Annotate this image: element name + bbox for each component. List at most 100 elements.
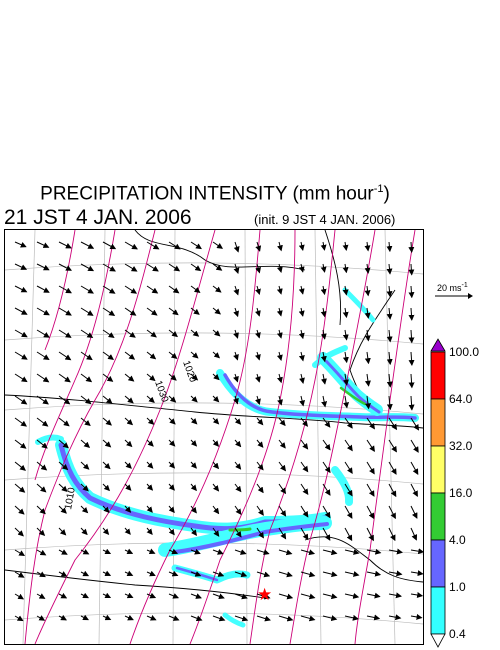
wind-arrow bbox=[298, 307, 305, 317]
wind-arrow bbox=[234, 615, 249, 622]
colorbar-segment-16-32 bbox=[430, 445, 446, 494]
wind-arrow bbox=[14, 285, 28, 293]
wind-arrow bbox=[344, 614, 359, 621]
wind-arrow bbox=[233, 395, 239, 405]
wind-arrow bbox=[212, 241, 224, 249]
wind-arrow bbox=[364, 329, 371, 342]
wind-arrow bbox=[410, 570, 423, 577]
wind-arrow bbox=[322, 439, 331, 451]
wind-arrow bbox=[190, 241, 202, 250]
wind-arrow bbox=[212, 307, 221, 315]
wind-arrow bbox=[300, 527, 309, 541]
wind-arrow bbox=[102, 570, 112, 577]
isobar-label-1010: 1010 bbox=[63, 486, 78, 510]
wind-arrow bbox=[146, 548, 156, 555]
wind-arrow bbox=[234, 549, 247, 555]
wind-arrow bbox=[408, 241, 415, 253]
wind-arrow bbox=[300, 549, 316, 556]
wind-arrow bbox=[168, 548, 179, 555]
wind-arrow bbox=[342, 263, 349, 274]
wind-arrow bbox=[124, 285, 138, 294]
wind-arrow bbox=[388, 570, 403, 577]
wind-arrow bbox=[80, 373, 93, 383]
wind-arrow bbox=[300, 615, 316, 622]
wind-arrow bbox=[212, 439, 220, 447]
wind-arrow bbox=[58, 307, 72, 316]
wind-arrow bbox=[386, 395, 393, 411]
wind-arrow bbox=[320, 263, 327, 273]
wind-arrow bbox=[58, 505, 67, 514]
wind-arrow bbox=[366, 461, 375, 475]
wind-arrow bbox=[388, 548, 403, 555]
wind-arrow bbox=[343, 373, 349, 386]
wind-arrow bbox=[80, 548, 90, 555]
wind-arrow bbox=[255, 241, 262, 252]
wind-arrow bbox=[366, 483, 375, 497]
wind-arrow bbox=[58, 395, 71, 405]
wind-arrow bbox=[36, 461, 48, 471]
wind-arrow bbox=[36, 571, 46, 578]
wind-arrow bbox=[14, 571, 25, 578]
wind-arrow bbox=[146, 241, 160, 250]
wind-arrow bbox=[14, 351, 28, 360]
wind-arrow bbox=[58, 241, 72, 249]
wind-arrow bbox=[124, 307, 137, 316]
wind-arrow bbox=[102, 527, 110, 535]
wind-arrow bbox=[168, 593, 180, 599]
wind-arrow bbox=[410, 417, 420, 431]
wind-arrow bbox=[276, 285, 283, 295]
wind-arrow bbox=[58, 263, 72, 271]
wind-arrow bbox=[410, 592, 423, 598]
wind-arrow bbox=[255, 307, 261, 317]
wind-arrow bbox=[212, 329, 221, 337]
wind-arrow bbox=[320, 351, 327, 363]
wind-arrow bbox=[146, 483, 154, 491]
wind-arrow bbox=[256, 615, 271, 622]
wind-arrow bbox=[255, 395, 261, 405]
wind-arrow bbox=[58, 592, 68, 599]
wind-arrow bbox=[80, 307, 94, 316]
wind-arrow bbox=[366, 417, 375, 430]
wind-arrow bbox=[212, 263, 223, 271]
wind-arrow bbox=[80, 395, 92, 405]
title-close: ) bbox=[383, 183, 390, 205]
wind-arrow bbox=[278, 461, 286, 472]
wind-arrow bbox=[298, 241, 305, 251]
wind-arrow bbox=[80, 570, 90, 577]
wind-arrow bbox=[344, 592, 360, 599]
wind-arrow bbox=[408, 329, 415, 344]
wind-arrow bbox=[278, 571, 293, 578]
wind-arrow bbox=[124, 417, 134, 426]
wind-arrow bbox=[80, 417, 91, 427]
wind-arrow bbox=[190, 615, 203, 622]
wind-arrow bbox=[212, 593, 225, 600]
wind-arrow bbox=[366, 570, 382, 577]
wind-arrow bbox=[80, 483, 89, 492]
wind-arrow bbox=[233, 285, 240, 296]
wind-arrow bbox=[234, 483, 242, 493]
wind-arrow bbox=[80, 351, 93, 361]
wind-arrow bbox=[300, 505, 309, 518]
colorbar-segment-0.4-1 bbox=[430, 586, 446, 635]
wind-arrow bbox=[190, 483, 197, 492]
wind-arrow bbox=[212, 549, 224, 555]
wind-arrow bbox=[322, 461, 331, 474]
wind-arrow bbox=[234, 593, 248, 600]
wind-arrow bbox=[146, 373, 156, 382]
wind-arrow bbox=[124, 395, 134, 404]
wind-arrow bbox=[276, 307, 283, 317]
wind-arrow bbox=[58, 614, 67, 621]
wind-arrow bbox=[388, 614, 402, 621]
wind-arrow bbox=[124, 505, 132, 513]
wind-arrow bbox=[102, 439, 112, 448]
wind-arrow bbox=[80, 439, 91, 448]
wind-arrow bbox=[168, 483, 175, 491]
wind-arrow bbox=[190, 461, 197, 469]
wind-arrow bbox=[386, 263, 393, 275]
map-canvas: 1020 1030 1010 ★ bbox=[5, 230, 423, 644]
colorbar-under-triangle bbox=[430, 633, 446, 648]
wind-arrow bbox=[233, 351, 239, 361]
wind-arrow bbox=[14, 329, 28, 338]
isobar-label-1030: 1030 bbox=[152, 379, 170, 404]
wind-arrow bbox=[300, 439, 309, 450]
